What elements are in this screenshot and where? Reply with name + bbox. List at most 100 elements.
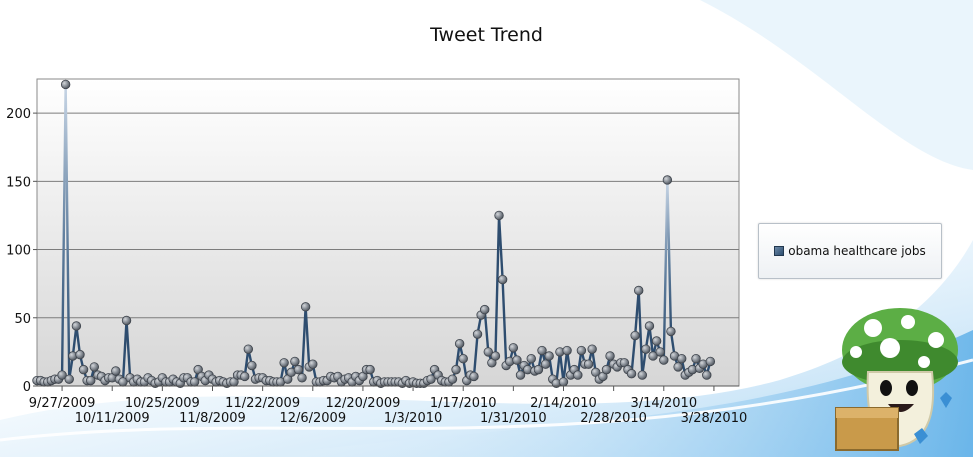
data-point xyxy=(651,336,662,346)
x-tick-label: 1/3/2010 xyxy=(384,411,442,426)
data-point xyxy=(601,364,612,375)
data-point xyxy=(75,349,85,360)
data-point xyxy=(480,304,490,315)
data-point xyxy=(637,370,647,380)
x-tick-label: 12/6/2009 xyxy=(279,411,346,426)
data-point xyxy=(64,374,74,384)
data-point xyxy=(447,374,458,384)
data-point xyxy=(641,344,651,354)
data-point xyxy=(426,374,436,384)
data-point xyxy=(86,375,96,386)
x-tick-label: 12/20/2009 xyxy=(325,396,400,411)
data-point xyxy=(121,315,132,326)
series-line-segment xyxy=(300,305,307,380)
data-point xyxy=(89,362,100,372)
x-tick-label: 1/17/2010 xyxy=(430,396,497,411)
chart-title: Tweet Trend xyxy=(430,24,543,46)
data-point xyxy=(662,175,673,185)
y-tick-label: 200 xyxy=(6,107,31,122)
data-point xyxy=(583,359,594,369)
data-point xyxy=(659,355,669,365)
data-point xyxy=(691,354,701,364)
data-point xyxy=(494,210,504,221)
y-tick-label: 150 xyxy=(6,175,31,190)
x-tick-label: 11/22/2009 xyxy=(225,396,300,411)
data-point xyxy=(451,364,461,375)
data-point xyxy=(308,359,318,369)
data-point xyxy=(78,364,89,375)
data-point xyxy=(365,364,375,375)
series-line-segment xyxy=(662,178,669,362)
data-point xyxy=(279,358,289,368)
plot-background xyxy=(36,78,740,387)
series-line-segment xyxy=(494,214,501,358)
x-tick-label: 3/14/2010 xyxy=(630,396,697,411)
data-point xyxy=(630,330,640,341)
legend-swatch xyxy=(774,246,785,256)
x-tick-label: 10/25/2009 xyxy=(125,396,200,411)
series-line-segment xyxy=(472,332,479,378)
data-point xyxy=(458,354,468,364)
y-tick-label: 50 xyxy=(14,312,31,327)
series-line-segment xyxy=(562,349,569,384)
x-tick-label: 1/31/2010 xyxy=(480,411,547,426)
data-point xyxy=(533,364,544,375)
x-tick-label: 2/14/2010 xyxy=(530,396,597,411)
data-point xyxy=(290,356,300,367)
x-tick-label: 10/11/2009 xyxy=(75,411,150,426)
data-point xyxy=(57,370,67,380)
data-point xyxy=(537,345,547,356)
data-point xyxy=(540,359,551,369)
data-point xyxy=(60,79,71,90)
series-line-segment xyxy=(648,324,655,358)
legend-label: obama healthcare jobs xyxy=(788,244,926,258)
data-point xyxy=(576,345,587,356)
data-point xyxy=(247,360,257,371)
data-point xyxy=(526,354,536,364)
data-point xyxy=(490,351,501,361)
data-point xyxy=(702,370,712,380)
legend: obama healthcare jobs xyxy=(758,223,942,279)
data-point xyxy=(558,377,569,387)
series-line-segment xyxy=(125,319,132,380)
series-line-segment xyxy=(304,305,311,369)
data-point xyxy=(655,347,665,357)
series-line-segment xyxy=(637,289,644,377)
mushroom-mascot-logo xyxy=(835,308,958,451)
data-point xyxy=(705,356,716,367)
data-point xyxy=(472,329,483,339)
x-tick-label: 3/28/2010 xyxy=(681,411,748,426)
data-point xyxy=(626,369,637,379)
data-point xyxy=(71,321,82,331)
series-line-segment xyxy=(630,334,637,375)
data-point xyxy=(297,373,307,383)
x-tick-label: 2/28/2010 xyxy=(580,411,647,426)
series-line-segment xyxy=(666,178,673,333)
data-point xyxy=(673,362,683,372)
data-point xyxy=(587,344,597,354)
series-line-segment xyxy=(121,319,128,384)
data-point xyxy=(469,371,479,382)
data-point xyxy=(648,351,658,361)
series-line-segment xyxy=(497,214,504,281)
data-point xyxy=(508,343,519,353)
y-tick-label: 0 xyxy=(23,380,31,395)
data-point xyxy=(573,370,583,380)
data-point xyxy=(240,371,250,382)
series-line-segment xyxy=(71,324,78,358)
x-tick-label: 9/27/2009 xyxy=(29,396,96,411)
series-line-segment xyxy=(64,83,71,381)
data-point xyxy=(497,274,508,285)
data-point xyxy=(293,364,304,375)
data-point xyxy=(111,366,121,376)
data-point xyxy=(676,354,687,364)
data-point xyxy=(644,321,655,331)
data-point xyxy=(243,344,254,354)
series-line-segment xyxy=(75,324,82,356)
data-point xyxy=(483,347,493,357)
data-point xyxy=(634,285,644,296)
x-tick-label: 11/8/2009 xyxy=(179,411,246,426)
series-line-segment xyxy=(501,278,508,367)
data-point xyxy=(605,351,615,361)
